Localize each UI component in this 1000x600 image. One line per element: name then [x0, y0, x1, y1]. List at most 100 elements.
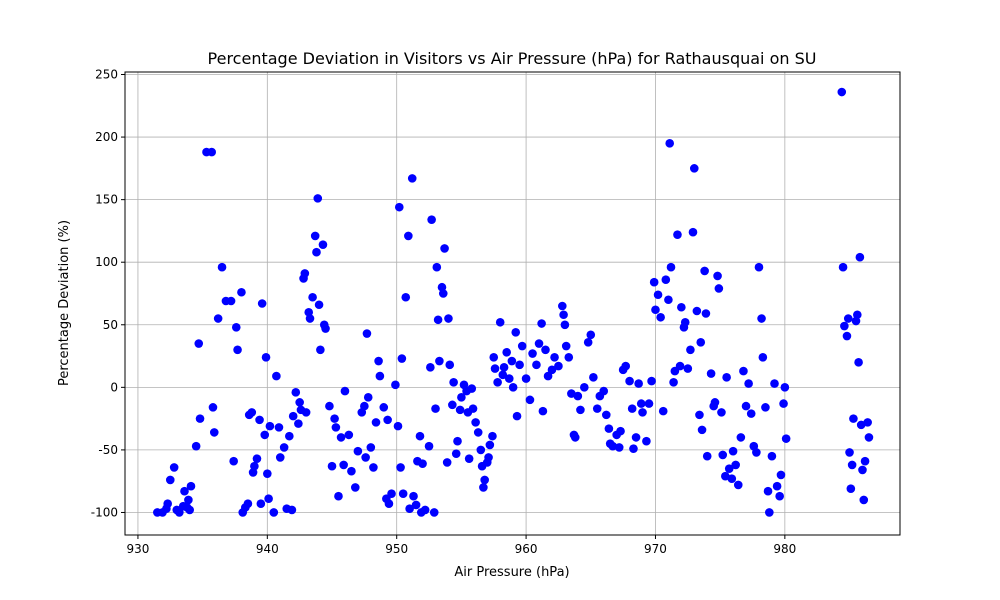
data-point — [468, 404, 478, 413]
data-point — [257, 299, 267, 308]
data-point — [300, 269, 310, 278]
data-point — [576, 405, 585, 415]
data-point — [363, 393, 373, 402]
data-point — [327, 461, 337, 471]
data-point — [272, 371, 281, 381]
data-point — [457, 393, 466, 402]
data-point — [485, 440, 495, 450]
data-point — [448, 400, 457, 410]
data-point — [666, 262, 676, 272]
data-point — [642, 436, 651, 446]
data-point — [229, 456, 238, 466]
data-point — [180, 486, 189, 496]
data-point — [455, 405, 465, 415]
plot-area — [125, 72, 900, 535]
data-point — [728, 446, 738, 456]
data-point — [842, 331, 852, 341]
data-point — [638, 408, 647, 417]
data-point — [636, 399, 646, 408]
data-point — [383, 415, 392, 425]
data-point — [736, 433, 746, 442]
data-point — [435, 356, 444, 366]
data-point — [550, 353, 559, 362]
data-point — [391, 380, 400, 390]
data-point — [294, 419, 303, 428]
data-point — [313, 194, 323, 203]
data-point — [444, 314, 453, 323]
data-point — [599, 386, 609, 396]
data-point — [864, 433, 874, 442]
data-point — [706, 369, 716, 378]
data-point — [217, 262, 227, 272]
data-point — [843, 314, 853, 323]
data-point — [471, 418, 480, 427]
data-point — [752, 448, 761, 457]
data-point — [265, 421, 275, 431]
data-point — [344, 430, 354, 440]
data-point — [502, 348, 511, 357]
data-point — [438, 289, 448, 298]
data-point — [442, 458, 452, 467]
y-tick-label: -100 — [91, 505, 118, 519]
data-point — [394, 202, 404, 212]
data-point — [697, 425, 707, 435]
data-point — [316, 345, 325, 355]
data-point — [209, 428, 219, 437]
data-point — [846, 484, 856, 494]
data-point — [695, 410, 704, 420]
data-point — [508, 383, 518, 392]
data-point — [525, 395, 535, 405]
data-point — [688, 227, 698, 237]
data-point — [433, 315, 443, 325]
data-point — [855, 252, 865, 262]
data-point — [384, 499, 394, 509]
x-tick-label: 950 — [385, 542, 408, 556]
data-point — [604, 424, 614, 433]
data-point — [840, 321, 849, 331]
data-point — [493, 378, 502, 387]
data-point — [592, 404, 602, 413]
data-point — [362, 329, 372, 338]
data-point — [567, 389, 576, 398]
data-point — [464, 454, 474, 463]
plot-frame — [124, 71, 901, 536]
data-point — [479, 483, 488, 492]
data-point — [765, 508, 774, 517]
data-point — [561, 341, 571, 351]
data-point — [661, 275, 671, 285]
data-point — [440, 244, 449, 253]
data-point — [664, 295, 673, 305]
data-point — [404, 231, 413, 241]
data-point — [318, 240, 328, 249]
data-point — [191, 441, 201, 451]
data-point — [780, 383, 790, 392]
data-point — [614, 443, 624, 452]
data-point — [255, 415, 264, 425]
data-points — [153, 87, 874, 517]
data-point — [710, 398, 720, 407]
x-tick-label: 930 — [126, 542, 149, 556]
data-point — [781, 434, 791, 443]
data-point — [334, 491, 343, 501]
data-point — [445, 360, 455, 370]
data-point — [264, 494, 273, 504]
data-point — [261, 353, 271, 362]
data-point — [727, 474, 737, 483]
data-point — [195, 414, 205, 423]
data-point — [194, 339, 204, 348]
data-point — [559, 310, 568, 320]
x-tick-label: 980 — [773, 542, 796, 556]
data-point — [347, 466, 356, 476]
data-point — [731, 460, 740, 470]
y-tick-label: 200 — [95, 130, 118, 144]
data-point — [776, 470, 786, 480]
data-point — [758, 353, 768, 362]
data-point — [677, 302, 686, 312]
data-point — [696, 337, 706, 347]
data-point — [409, 491, 418, 501]
data-point — [856, 420, 866, 430]
data-point — [379, 403, 389, 412]
data-point — [775, 491, 784, 501]
data-point — [700, 266, 709, 276]
